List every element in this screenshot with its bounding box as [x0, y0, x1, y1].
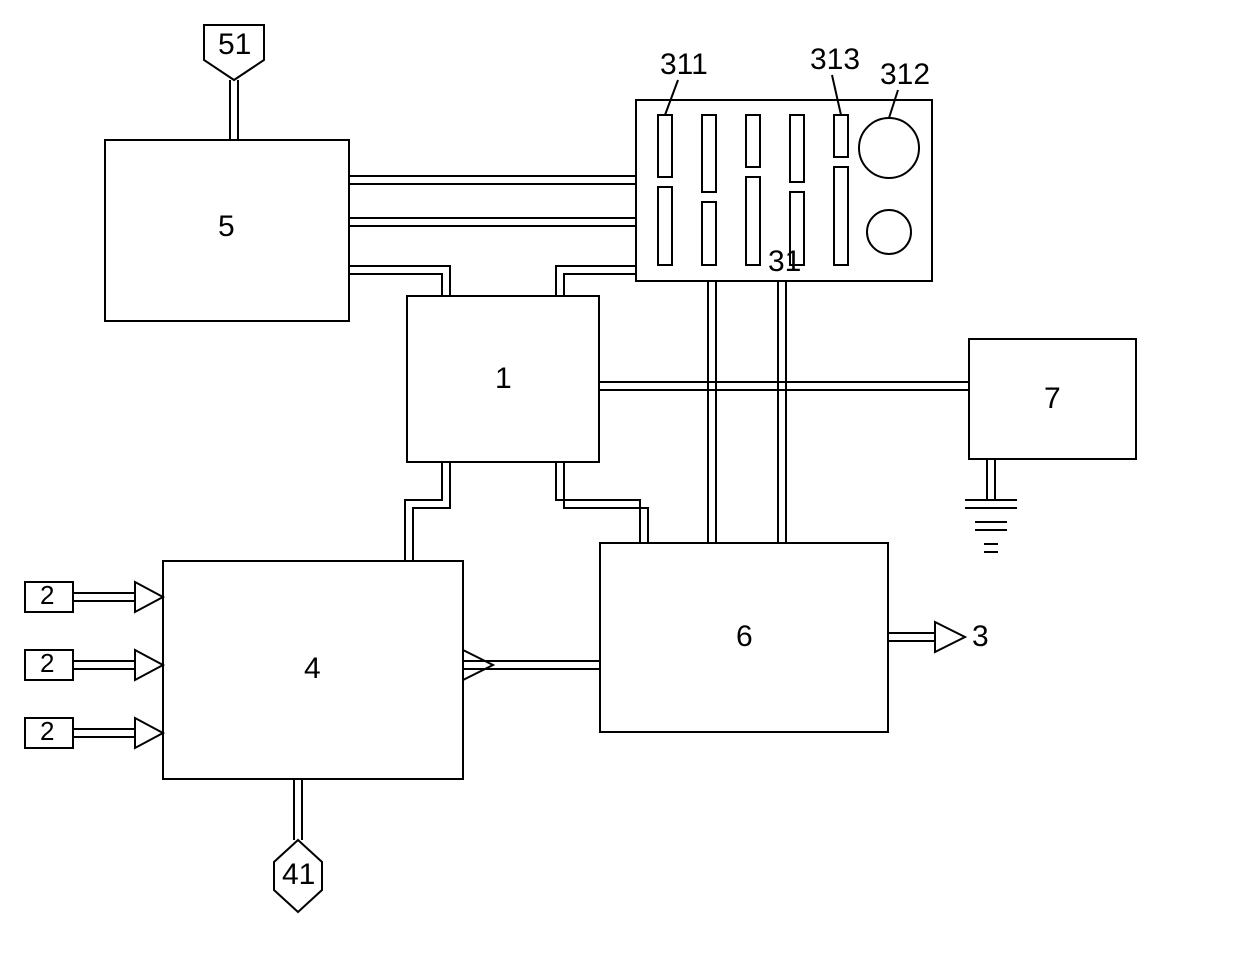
label-6: 6	[736, 620, 753, 654]
conn-1-6	[556, 462, 648, 543]
label-3: 3	[972, 620, 989, 654]
callout-312: 312	[880, 58, 930, 92]
callout-311: 311	[660, 48, 708, 82]
conn-4-6	[463, 650, 600, 680]
conn-1-31	[556, 266, 636, 296]
label-1: 1	[495, 362, 512, 396]
callout-313: 313	[810, 43, 860, 77]
label-7: 7	[1044, 382, 1061, 416]
label-2a: 2	[40, 580, 54, 611]
conn-1-4	[405, 462, 450, 561]
conn-1-7	[599, 382, 969, 390]
panel-31-knob-large	[859, 118, 919, 178]
label-31: 31	[768, 245, 801, 279]
conn-31-6	[708, 281, 786, 543]
ground-symbol	[965, 459, 1017, 552]
panel-31-sliders	[658, 115, 848, 265]
conn-6-3	[888, 622, 965, 652]
conn-5-1	[349, 266, 450, 296]
label-2c: 2	[40, 716, 54, 747]
label-4: 4	[304, 652, 321, 686]
label-41: 41	[282, 858, 315, 892]
output-3	[935, 622, 965, 652]
label-2b: 2	[40, 648, 54, 679]
label-5: 5	[218, 210, 235, 244]
conn-5-31	[349, 176, 636, 226]
block-diagram	[0, 0, 1240, 957]
label-51: 51	[218, 28, 251, 62]
panel-31-knob-small	[867, 210, 911, 254]
input-arrows	[73, 582, 163, 748]
